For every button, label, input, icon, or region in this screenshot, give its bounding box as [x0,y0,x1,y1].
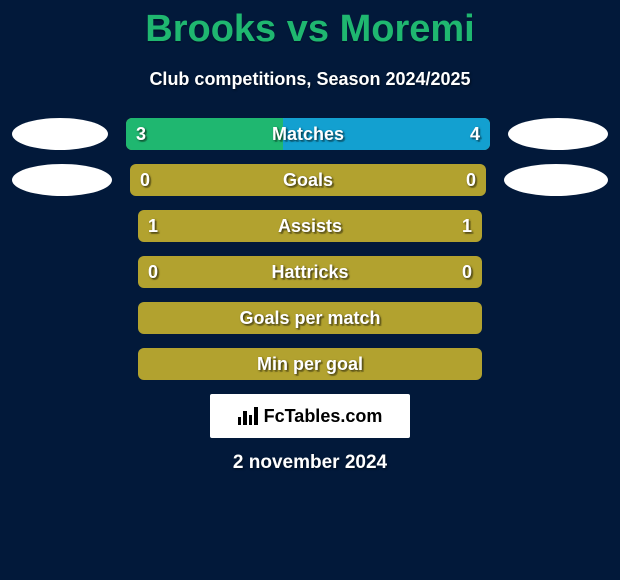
stat-row: Goals per match [0,302,620,334]
date-label: 2 november 2024 [0,452,620,474]
player2-name: Moremi [340,8,475,50]
subtitle: Club competitions, Season 2024/2025 [0,69,620,90]
stat-row: 00Goals [0,164,620,196]
branding: FcTables.com [210,394,410,438]
team-badge-right [508,118,608,150]
stat-bar: 11Assists [138,210,482,242]
comparison-infographic: Brooks vs Moremi Club competitions, Seas… [0,0,620,580]
stat-row: 34Matches [0,118,620,150]
stat-row: 00Hattricks [0,256,620,288]
stat-bar: Goals per match [138,302,482,334]
stat-bar: 00Goals [130,164,486,196]
vs-label: vs [287,8,329,50]
stat-bar: Min per goal [138,348,482,380]
stat-label: Assists [138,216,482,237]
stat-label: Goals per match [138,308,482,329]
stat-label: Min per goal [138,354,482,375]
player1-name: Brooks [145,8,276,50]
stat-label: Goals [130,170,486,191]
stat-bar: 00Hattricks [138,256,482,288]
page-title: Brooks vs Moremi [0,0,620,51]
stat-label: Hattricks [138,262,482,283]
stat-row: 11Assists [0,210,620,242]
branding-text: FcTables.com [264,406,383,427]
team-badge-right [504,164,608,196]
stat-bar: 34Matches [126,118,490,150]
team-badge-left [12,118,108,150]
stat-label: Matches [126,124,490,145]
stat-row: Min per goal [0,348,620,380]
team-badge-left [12,164,112,196]
stat-rows: 34Matches 00Goals 11Assists 00Hattricks Goal… [0,118,620,380]
bar-chart-icon [238,407,260,425]
